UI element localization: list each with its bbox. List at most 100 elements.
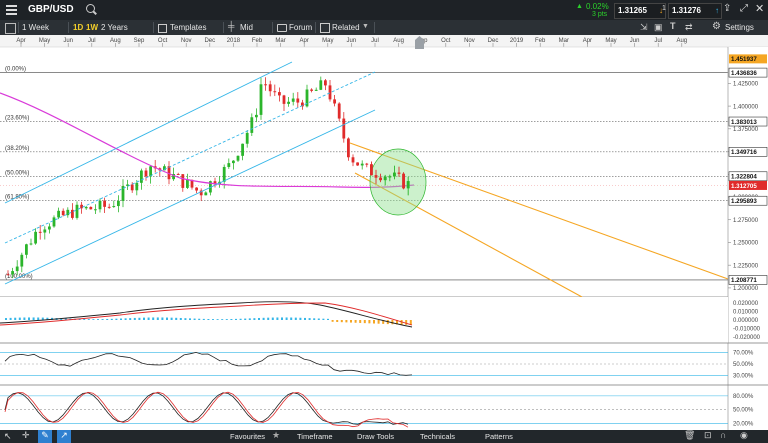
grid-layout-icon[interactable] — [5, 23, 16, 34]
cursor-tool-icon[interactable]: ↖ — [4, 431, 12, 441]
candle-body — [301, 102, 304, 107]
time-tick-label: Feb — [535, 38, 546, 44]
close-icon[interactable]: ✕ — [755, 3, 765, 15]
candle-body — [117, 200, 120, 207]
timeframe-button[interactable]: Timeframe — [297, 432, 333, 441]
macd-histogram-bar — [202, 318, 205, 320]
macd-histogram-bar — [276, 317, 279, 320]
lock-icon[interactable]: ⊡ — [704, 430, 712, 440]
candle-body — [20, 254, 24, 267]
pointer-tool-icon[interactable]: ↗ — [57, 430, 71, 443]
top-bar: GBP/USD ▲ 0.02% 3 pts 1.31265 ↓ 1 1.3127… — [0, 0, 768, 20]
macd-histogram-bar — [23, 317, 26, 320]
macd-histogram-bar — [87, 319, 90, 320]
trash-icon[interactable]: 🗑 — [684, 430, 696, 440]
interval-select[interactable]: 1 Week — [22, 23, 49, 32]
price-tick-label: 1.375000 — [733, 127, 759, 133]
macd-histogram-bar — [212, 319, 214, 320]
stochastic-d-line — [4, 391, 409, 428]
candle-body — [213, 181, 217, 185]
time-tick-label: Jun — [63, 38, 73, 44]
menu-icon[interactable] — [6, 4, 17, 15]
gear-icon[interactable]: ⚙ — [712, 21, 721, 32]
macd-histogram-bar — [354, 320, 357, 323]
macd-histogram-bar — [138, 317, 141, 320]
save-icon[interactable]: ▣ — [654, 22, 663, 32]
candle-body — [167, 166, 171, 180]
candle-body — [94, 209, 97, 211]
candle-body — [29, 243, 33, 245]
macd-signal-line — [0, 302, 413, 326]
macd-histogram-bar — [235, 318, 237, 320]
eye-icon[interactable]: ◉ — [740, 430, 748, 440]
time-tick-label: May — [39, 38, 50, 44]
candle-body — [84, 206, 88, 209]
symbol-title[interactable]: GBP/USD — [28, 4, 74, 15]
macd-histogram-bar — [322, 318, 325, 320]
time-tick-label: Aug — [110, 38, 121, 44]
candle-body — [250, 117, 254, 133]
candle-body — [149, 166, 152, 177]
price-axis-bg — [728, 47, 768, 430]
pencil-tool-icon[interactable]: ✎ — [38, 430, 52, 443]
macd-histogram-bar — [92, 319, 95, 320]
time-tick-label: Nov — [181, 38, 192, 44]
link-icon[interactable]: ⇄ — [685, 22, 693, 32]
templates-button[interactable]: Templates — [170, 23, 207, 32]
candle-body — [273, 91, 277, 93]
settings-button[interactable]: Settings — [725, 23, 754, 32]
macd-histogram-bar — [230, 319, 233, 320]
chart-type-icon: ╪ — [228, 21, 235, 31]
buy-arrow-icon: ↑ — [715, 6, 719, 15]
macd-tick-label: 0.000000 — [733, 318, 759, 324]
time-tick-label: May — [322, 38, 333, 44]
price-type-select[interactable]: Mid — [240, 23, 253, 32]
chart-area[interactable]: Apr May Jun Jul Aug Sep Oct Nov Dec 2018 Feb Mar Apr… — [0, 35, 768, 430]
macd-tick-label: -0.020000 — [733, 335, 761, 341]
time-tick-label: Nov — [464, 38, 475, 44]
macd-histogram-bar — [37, 317, 40, 320]
candle-body — [402, 173, 405, 189]
change-up-icon: ▲ — [576, 3, 583, 10]
candle-body — [121, 185, 125, 201]
share-icon[interactable]: ⇪ — [723, 3, 732, 14]
star-icon[interactable]: ★ — [272, 430, 281, 440]
technicals-button[interactable]: Technicals — [420, 432, 456, 441]
resize-icon[interactable]: ⤢ — [740, 3, 748, 14]
scroll-marker-icon[interactable] — [415, 36, 424, 49]
macd-histogram-bar — [120, 318, 122, 320]
macd-histogram-bar — [97, 319, 99, 320]
macd-histogram-bar — [175, 317, 178, 320]
candle-body — [245, 132, 249, 144]
buy-price-box[interactable]: 1.31276 ↑ — [668, 3, 722, 19]
candle-body — [241, 143, 244, 156]
patterns-button[interactable]: Patterns — [485, 432, 513, 441]
macd-histogram-bar — [382, 320, 385, 324]
price-tag-label: 1.451937 — [731, 56, 757, 63]
favourites-button[interactable]: Favourites — [230, 432, 266, 441]
sell-price-box[interactable]: 1.31265 ↓ — [614, 3, 666, 19]
crosshair-tool-icon[interactable]: ✛ — [22, 430, 30, 440]
text-tool-icon[interactable]: T — [670, 21, 676, 31]
draw-tools-button[interactable]: Draw Tools — [357, 432, 394, 441]
stochastic-tick-label: 20.00% — [733, 421, 754, 427]
macd-histogram-bar — [368, 320, 371, 324]
interval-1d-button[interactable]: 1D — [73, 23, 84, 32]
related-button[interactable]: Related — [332, 23, 360, 32]
search-icon[interactable] — [86, 4, 95, 13]
candle-body — [89, 206, 93, 210]
trendline-lower — [354, 172, 583, 298]
time-tick-label: Apr — [583, 38, 592, 44]
export-icon[interactable]: ⇲ — [640, 22, 648, 32]
magnet-icon[interactable]: ∩ — [720, 430, 727, 440]
range-select[interactable]: 2 Years — [101, 23, 128, 32]
candle-body — [278, 92, 281, 96]
interval-1w-button[interactable]: 1W — [86, 23, 98, 32]
macd-histogram-bar — [9, 317, 12, 320]
time-tick-label: Oct — [158, 38, 168, 44]
candle-body — [34, 231, 37, 244]
candle-body — [291, 98, 295, 102]
time-axis-bg — [0, 35, 768, 47]
macd-histogram-bar — [216, 319, 219, 320]
forum-button[interactable]: Forum — [289, 23, 313, 32]
